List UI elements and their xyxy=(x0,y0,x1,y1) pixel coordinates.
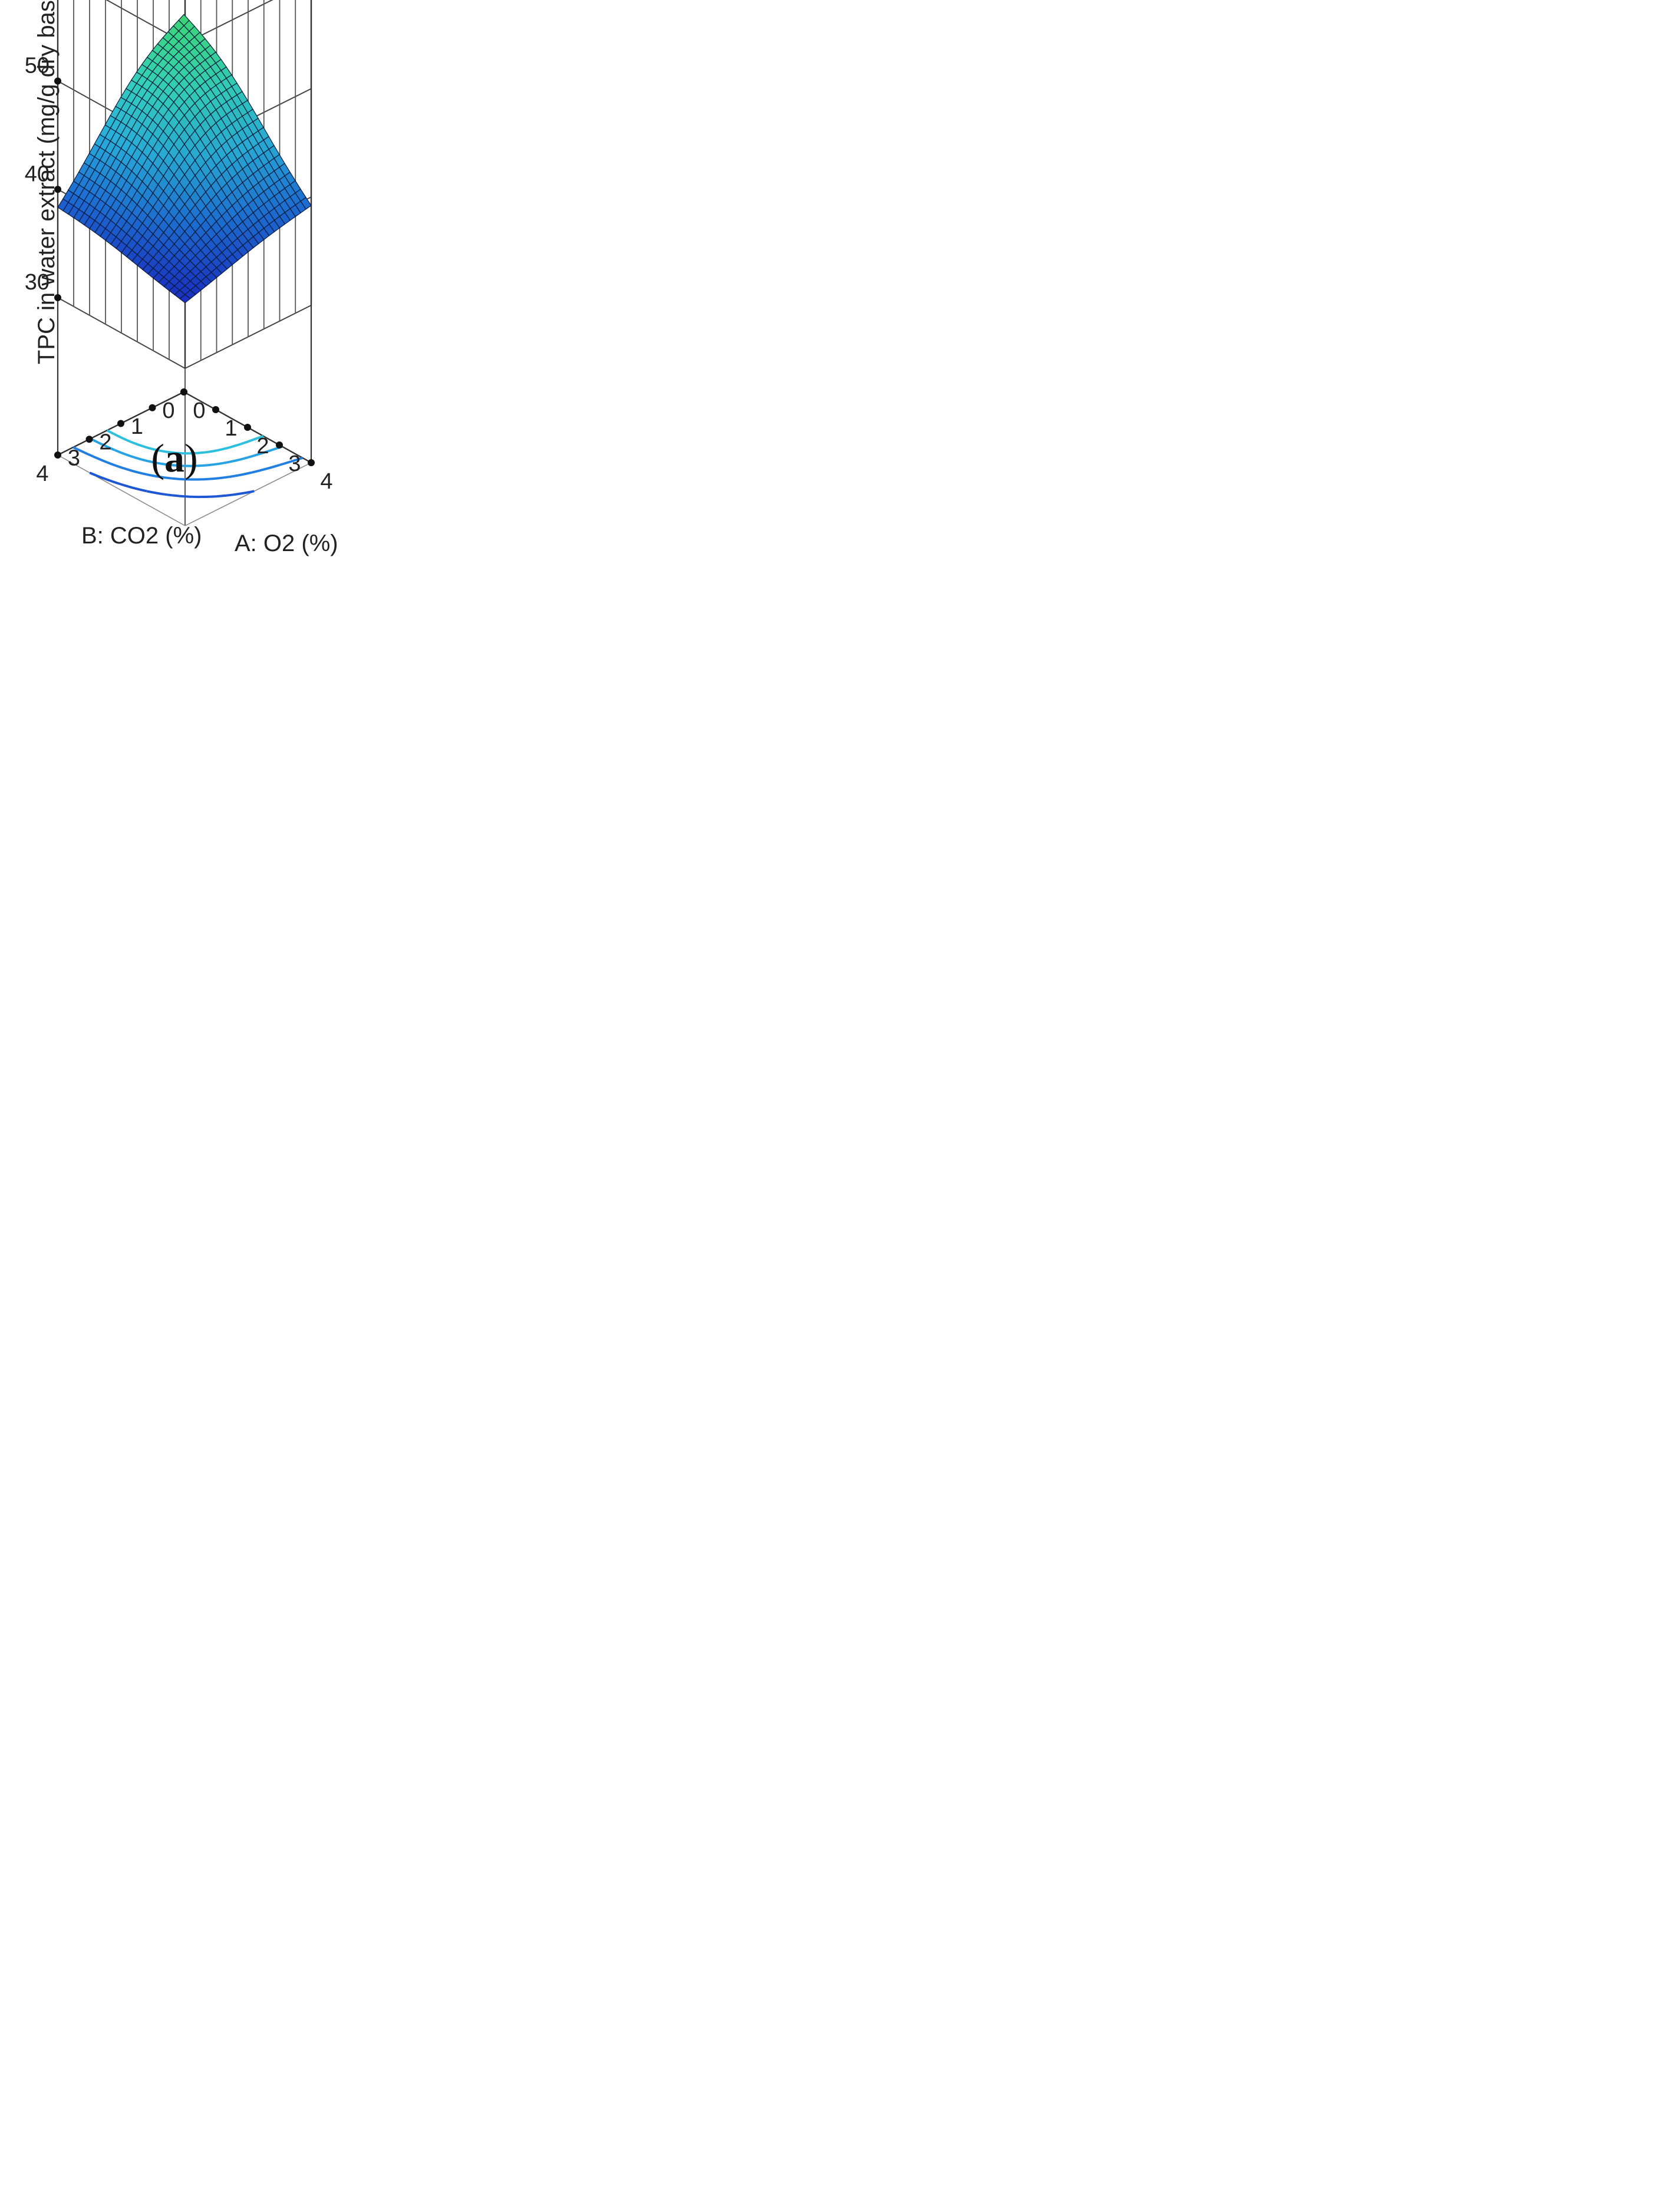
surface-plot-c: 0123401234404550556065Vitamin C (mg/100 … xyxy=(0,1106,828,2211)
z-tick-mark xyxy=(54,294,61,301)
x-axis-title: A: O2 (%) xyxy=(235,530,338,556)
z-tick-mark xyxy=(54,186,61,193)
panel-caption: (a) xyxy=(151,436,197,480)
surface-plot-d: 0123401234404550556065Vitamin C (mg/100 … xyxy=(828,1106,1655,2211)
x-tick-label: 3 xyxy=(288,451,301,476)
z-tick-label: 50 xyxy=(25,54,50,78)
surface-plot-b: 01234012343040506070TPC in water extract… xyxy=(828,0,1655,1106)
y-tick-label: 1 xyxy=(131,414,143,439)
y-tick-mark xyxy=(117,420,124,427)
z-tick-label: 30 xyxy=(25,270,50,295)
floor-edge xyxy=(57,454,186,526)
panel-a: 01234012343040506070TPC in water extract… xyxy=(0,0,828,1106)
panel-d: 0123401234404550556065Vitamin C (mg/100 … xyxy=(828,1106,1655,2211)
y-tick-label: 4 xyxy=(36,461,48,486)
x-tick-label: 0 xyxy=(193,398,205,423)
y-tick-mark xyxy=(85,436,93,443)
y-tick-label: 3 xyxy=(68,446,80,470)
x-tick-mark xyxy=(276,441,283,449)
surface-plot-a: 01234012343040506070TPC in water extract… xyxy=(25,0,338,556)
z-tick-mark xyxy=(54,77,61,85)
axis-titles: TPC in water extract (mg/g dry basic) A: … xyxy=(34,0,338,556)
z-tick-label: 40 xyxy=(25,161,50,186)
x-tick-label: 2 xyxy=(256,434,269,459)
contour-line xyxy=(106,429,264,455)
x-tick-mark xyxy=(244,424,251,431)
contour-line xyxy=(89,472,255,499)
response-surface xyxy=(57,14,312,304)
x-tick-mark xyxy=(308,459,315,466)
floor-contours xyxy=(72,429,303,499)
y-tick-mark xyxy=(180,388,187,395)
panel-b: 01234012343040506070TPC in water extract… xyxy=(828,0,1655,1106)
y-tick-mark xyxy=(54,451,61,459)
contour-line xyxy=(72,446,303,481)
floor-edge xyxy=(184,462,312,526)
y-tick-label: 0 xyxy=(162,398,174,423)
y-tick-label: 2 xyxy=(99,430,111,455)
y-tick-mark xyxy=(149,404,156,411)
surface-cell xyxy=(178,14,190,27)
z-axis-title: TPC in water extract (mg/g dry basic) xyxy=(34,0,60,364)
y-axis-title: B: CO2 (%) xyxy=(81,523,202,549)
x-tick-mark xyxy=(212,406,219,413)
panel-c: 0123401234404550556065Vitamin C (mg/100 … xyxy=(0,1106,828,2211)
x-tick-label: 1 xyxy=(225,416,237,441)
x-tick-label: 4 xyxy=(320,469,332,494)
axis-ticks: 01234012343040506070 xyxy=(25,54,333,495)
